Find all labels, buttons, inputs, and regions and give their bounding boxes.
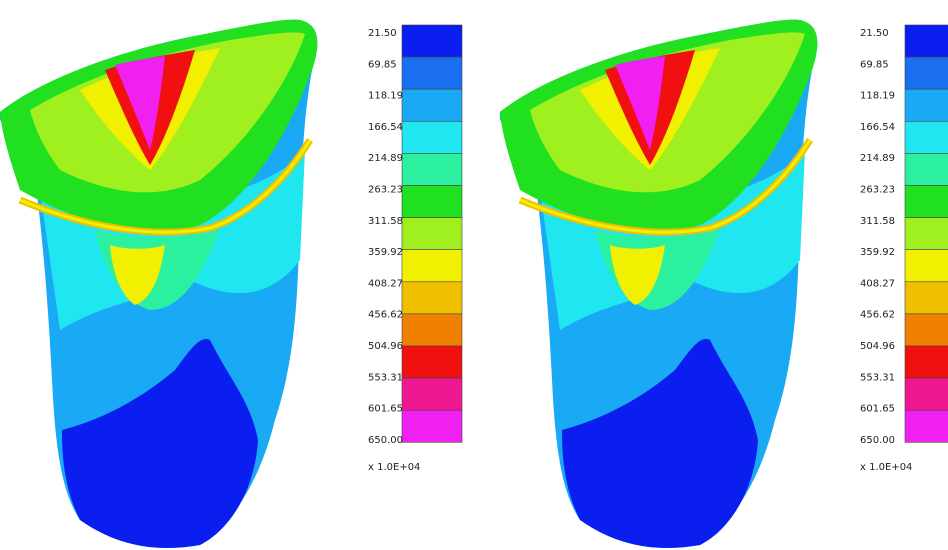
legend-swatch <box>402 410 462 442</box>
legend-swatch <box>402 25 462 57</box>
legend-swatch <box>905 153 948 185</box>
legend-label: 311.58 <box>368 216 403 227</box>
legend-swatch <box>402 314 462 346</box>
legend-label: 69.85 <box>860 59 889 70</box>
legend-swatch <box>905 218 948 250</box>
legend-label: 166.54 <box>860 122 895 133</box>
legend-label: 601.65 <box>368 404 403 415</box>
canvas: 21.50 69.85 118.19 166.54 214.89 263.23 311.58… <box>0 0 948 550</box>
legend-label: 359.92 <box>368 247 403 258</box>
legend-swatch <box>905 250 948 282</box>
contour-plot <box>500 20 817 548</box>
legend-label: 118.19 <box>860 91 895 102</box>
legend-swatch <box>905 25 948 57</box>
legend-swatch <box>402 282 462 314</box>
legend-swatch <box>905 378 948 410</box>
legend-label: 650.00 <box>368 435 403 446</box>
legend-swatch <box>402 346 462 378</box>
legend-scale: x 1.0E+04 <box>860 462 912 473</box>
legend-swatch <box>402 250 462 282</box>
legend-label: 21.50 <box>368 28 397 39</box>
legend-label: 214.89 <box>368 153 403 164</box>
legend-swatch <box>905 57 948 89</box>
legend-label: 263.23 <box>368 185 403 196</box>
legend-swatch <box>402 89 462 121</box>
legend-swatch <box>402 121 462 153</box>
legend-swatch <box>905 314 948 346</box>
legend-swatch <box>402 218 462 250</box>
legend-swatch <box>905 186 948 218</box>
legend-label: 311.58 <box>860 216 895 227</box>
legend-swatch <box>905 282 948 314</box>
legend-label: 118.19 <box>368 91 403 102</box>
legend-swatch <box>905 89 948 121</box>
legend-label: 263.23 <box>860 185 895 196</box>
legend-label: 553.31 <box>368 372 403 383</box>
legend-swatch <box>402 57 462 89</box>
legend-label: 504.96 <box>368 341 403 352</box>
legend-label: 601.65 <box>860 404 895 415</box>
legend-label: 553.31 <box>860 372 895 383</box>
legend-swatch <box>402 378 462 410</box>
legend-swatch <box>402 153 462 185</box>
legend-label: 69.85 <box>368 59 397 70</box>
legend-label: 214.89 <box>860 153 895 164</box>
legend-label: 359.92 <box>860 247 895 258</box>
legend-label: 456.62 <box>860 310 895 321</box>
contour-plot <box>0 20 317 548</box>
legend-swatch <box>905 121 948 153</box>
legend-label: 456.62 <box>368 310 403 321</box>
legend-swatch <box>905 410 948 442</box>
legend-label: 408.27 <box>860 278 895 289</box>
legend-label: 408.27 <box>368 278 403 289</box>
legend-scale: x 1.0E+04 <box>368 462 420 473</box>
legend-label: 650.00 <box>860 435 895 446</box>
legend-label: 21.50 <box>860 28 889 39</box>
figure: 21.50 69.85 118.19 166.54 214.89 263.23 311.58… <box>0 0 948 550</box>
legend-label: 504.96 <box>860 341 895 352</box>
legend-label: 166.54 <box>368 122 403 133</box>
legend-swatch <box>402 186 462 218</box>
legend-swatch <box>905 346 948 378</box>
